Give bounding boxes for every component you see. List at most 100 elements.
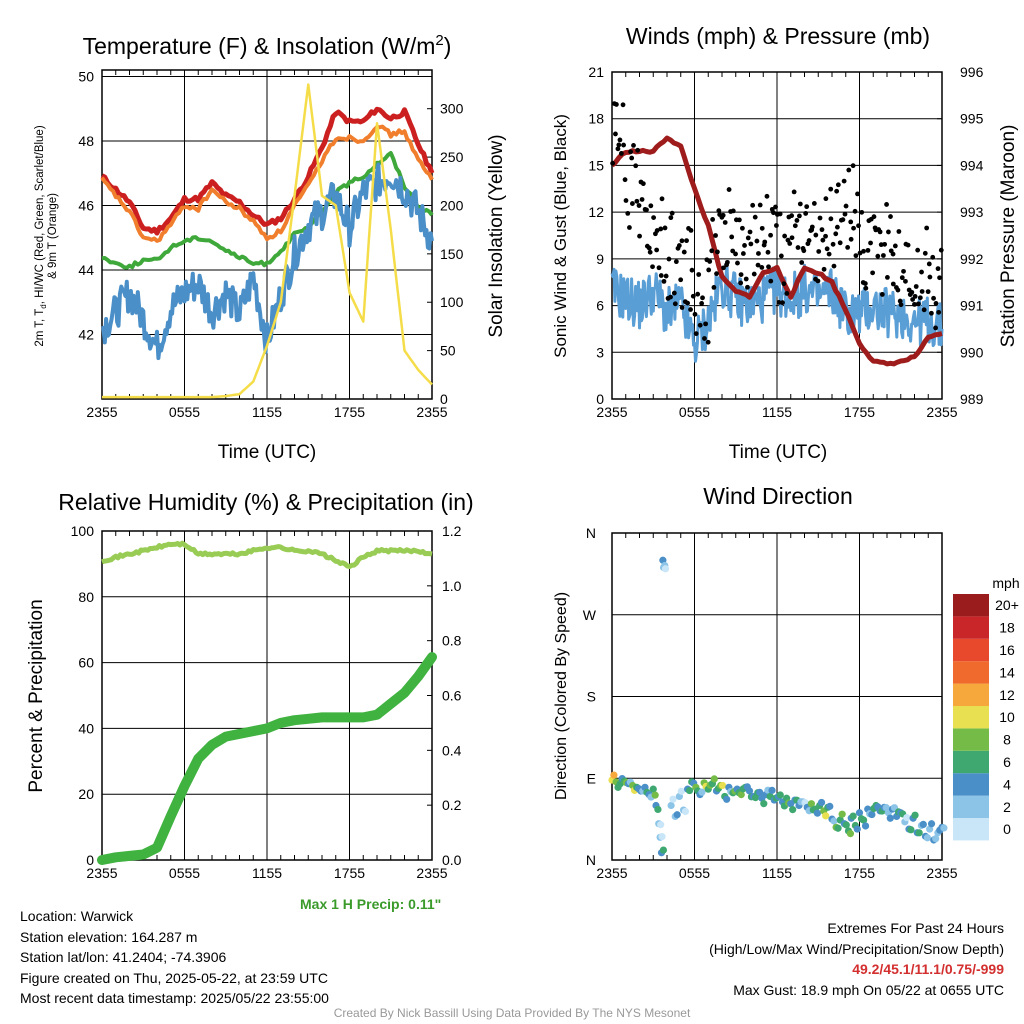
gust-point [813,232,819,238]
gust-point [679,238,685,244]
credit-text: Created By Nick Bassill Using Data Provi… [333,1006,691,1020]
direction-point [813,809,822,817]
gust-point [696,272,702,277]
gust-point [789,213,795,219]
series-line-red [100,106,435,236]
gust-point [654,228,660,233]
gust-point [774,223,779,228]
gust-point [610,160,616,166]
gust-point [773,204,778,210]
direction-point [834,824,842,832]
gust-point [870,270,876,276]
gust-point [673,259,679,265]
gust-point [801,248,807,254]
y-tick-label: 48 [78,133,94,149]
colorbar-swatch [953,616,989,639]
y-right-tick-label: 300 [440,101,464,117]
gust-point [689,267,695,273]
gust-point [745,284,750,290]
gust-point [921,307,927,313]
gust-point [697,322,703,328]
x-tick-label: 2355 [416,865,447,881]
direction-point [919,820,927,829]
gust-point [937,275,942,281]
direction-point [768,786,776,794]
gust-point [726,187,732,192]
colorbar-swatch [953,795,989,818]
gust-point [782,233,788,239]
direction-point [667,801,675,810]
gust-point [834,224,840,230]
y-right-tick-label: 991 [960,298,984,314]
direction-point [760,800,768,808]
extremes-title: Extremes For Past 24 Hours [827,920,1004,936]
gust-point [882,241,888,247]
colorbar-swatch [953,750,989,774]
x-tick-label: 0555 [169,404,200,420]
gust-point [668,215,674,221]
colorbar-title: mph [992,575,1019,591]
gust-point [853,253,859,259]
gust-point [824,246,830,252]
x-tick-label: 2355 [926,865,957,881]
gust-point [846,167,852,173]
gust-point [614,102,619,107]
colorbar-label: 6 [1003,754,1011,770]
gust-point [721,265,726,271]
gust-point [616,142,622,148]
gust-point [797,201,803,207]
y-right-tick-label: 0.4 [442,742,462,758]
colorbar-label: 14 [999,664,1015,680]
gust-point [879,292,885,297]
gust-point [705,339,711,345]
gust-point [833,231,839,237]
dir-tick-label: W [583,607,597,623]
gust-point [905,242,911,248]
gust-point [759,225,765,231]
gust-point [684,238,689,244]
gust-point [637,233,642,239]
gust-point [715,249,720,255]
direction-point [903,813,911,822]
y-tick-label: 60 [78,655,94,671]
gust-point [672,301,678,307]
y-tick-label: 42 [78,326,94,342]
gust-point [863,285,869,291]
gust-point [886,229,891,235]
gust-point [748,241,754,247]
gust-point [622,177,628,183]
gust-point [755,262,761,268]
direction-point [685,786,694,795]
gust-point [620,102,626,108]
gust-point [899,275,905,281]
gust-point [654,247,660,253]
x-tick-label: 1755 [334,865,365,881]
gust-point [724,259,730,265]
y-right-tick-label: 1.2 [442,523,462,539]
wind-xlabel: Time (UTC) [729,442,828,463]
y-tick-label: 15 [588,157,604,173]
direction-point [681,807,690,816]
x-tick-label: 1155 [252,865,282,881]
y-tick-label: 12 [588,204,604,220]
direction-point [927,820,936,828]
gust-point [859,209,865,215]
gust-point [628,149,633,155]
gust-point [925,289,931,295]
direction-point [658,833,666,841]
wind-speed-line [610,262,944,363]
gust-point [848,236,854,242]
x-tick-label: 1755 [844,865,875,881]
y-tick-label: 21 [588,64,604,80]
gust-point [662,225,668,231]
colorbar-label: 8 [1003,732,1011,748]
precip-line [97,652,437,865]
colorbar: 0 2 4 6 8 10 12 14 16 18 20+ [953,594,1019,841]
gust-point [625,210,631,216]
gust-point [917,295,923,301]
gust-point [738,272,744,277]
gust-point [895,287,901,293]
dir-chart-title: Wind Direction [703,483,853,509]
y-tick-label: 9 [596,251,604,267]
gust-point [629,155,635,161]
